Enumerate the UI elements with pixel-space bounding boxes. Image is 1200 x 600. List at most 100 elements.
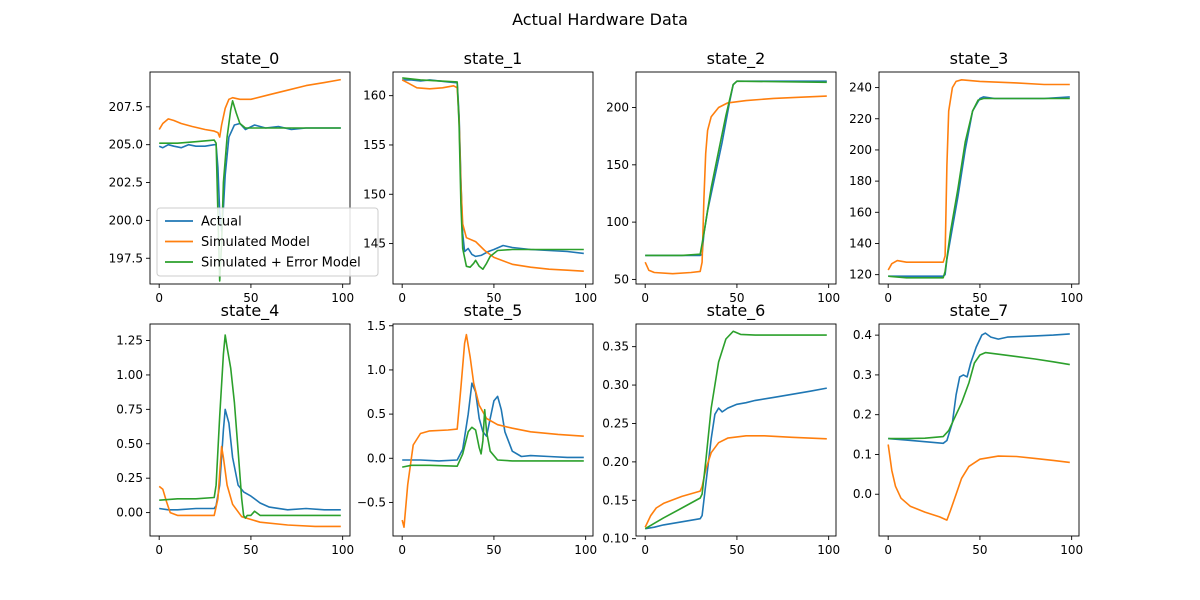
figure-title: Actual Hardware Data — [512, 10, 688, 29]
y-tick-label: 0.3 — [853, 368, 872, 382]
y-tick-label: 0.25 — [602, 416, 629, 430]
y-tick-label: 200.0 — [109, 213, 143, 227]
subplot-state_7: state_7 0 50 100 0.0 0.1 0.2 0.3 0.4 — [853, 301, 1083, 557]
x-tick-label: 100 — [574, 543, 597, 557]
series-line-simulated-model — [158, 445, 341, 528]
subplot-state_1: state_1 0 50 100 145 150 155 160 — [363, 49, 597, 305]
subplot-title: state_2 — [707, 49, 766, 69]
axes-frame — [149, 323, 351, 537]
y-tick-label: 50 — [614, 272, 629, 286]
y-tick-label: 200 — [606, 101, 629, 115]
axes-frame — [635, 71, 837, 285]
series-line-actual — [159, 408, 341, 511]
subplot-title: state_3 — [950, 49, 1009, 69]
y-tick-label: 197.5 — [109, 251, 143, 265]
series-line-actual — [645, 387, 827, 530]
x-tick-label: 0 — [155, 543, 163, 557]
x-tick-label: 100 — [331, 291, 354, 305]
y-tick-label: 150 — [606, 158, 629, 172]
subplot-title: state_6 — [707, 301, 766, 321]
series-line-simulated-error-model — [159, 334, 341, 519]
y-tick-label: 207.5 — [109, 100, 143, 114]
y-tick-label: 100 — [606, 215, 629, 229]
subplot-title: state_5 — [464, 301, 523, 321]
y-tick-label: 220 — [849, 112, 872, 126]
y-tick-label: 0.75 — [116, 402, 143, 416]
x-tick-label: 50 — [972, 291, 987, 305]
x-tick-label: 100 — [574, 291, 597, 305]
y-tick-label: 180 — [849, 174, 872, 188]
subplot-state_3: state_3 0 50 100 120 140 160 180 200 220 240 — [849, 49, 1083, 305]
y-tick-label: 140 — [849, 236, 872, 250]
x-tick-label: 100 — [817, 543, 840, 557]
y-tick-label: 1.25 — [116, 334, 143, 348]
series-line-simulated-model — [644, 435, 827, 528]
subplot-title: state_7 — [950, 301, 1009, 321]
y-tick-label: 150 — [363, 187, 386, 201]
y-tick-label: 0.25 — [116, 471, 143, 485]
legend-box — [156, 207, 379, 277]
legend-label: Actual — [201, 215, 242, 230]
x-tick-label: 50 — [486, 291, 501, 305]
x-tick-label: 0 — [398, 543, 406, 557]
subplot-title: state_1 — [464, 49, 523, 69]
y-tick-label: 0.10 — [602, 532, 629, 546]
subplot-state_2: state_2 0 50 100 50 100 150 200 — [606, 49, 840, 305]
y-tick-label: 0.20 — [602, 455, 629, 469]
x-tick-label: 100 — [817, 291, 840, 305]
series-line-actual — [888, 332, 1070, 445]
series-line-simulated-model — [158, 78, 341, 138]
x-tick-label: 100 — [1060, 543, 1083, 557]
y-tick-label: 202.5 — [109, 176, 143, 190]
y-tick-label: 0.15 — [602, 493, 629, 507]
axes-frame — [392, 71, 594, 285]
series-line-simulated-error-model — [888, 97, 1070, 279]
series-line-actual — [402, 382, 584, 462]
subplot-state_5: state_5 0 50 100 −0.5 0.0 0.5 1.0 1.5 — [357, 301, 597, 557]
legend-label: Simulated + Error Model — [201, 256, 361, 271]
x-tick-label: 0 — [641, 543, 649, 557]
legend-label: Simulated Model — [201, 235, 310, 250]
y-tick-label: 0.00 — [116, 506, 143, 520]
x-tick-label: 50 — [243, 291, 258, 305]
x-tick-label: 100 — [1060, 291, 1083, 305]
axes-frame — [392, 323, 594, 537]
legend: Actual Simulated Model Simulated + Error M… — [156, 207, 379, 277]
x-tick-label: 0 — [884, 543, 892, 557]
subplot-title: state_4 — [221, 301, 280, 321]
y-tick-label: 120 — [849, 268, 872, 282]
subplot-grid: state_0 0 50 100 197.5 200.0 202.5 205.0 207.5 Ac… — [109, 49, 1083, 557]
series-line-simulated-error-model — [888, 351, 1070, 440]
y-tick-label: 0.2 — [853, 408, 872, 422]
x-tick-label: 0 — [155, 291, 163, 305]
y-tick-label: 1.5 — [367, 319, 386, 333]
y-tick-label: 205.0 — [109, 138, 143, 152]
axes-frame — [878, 71, 1080, 285]
y-tick-label: 160 — [849, 205, 872, 219]
subplot-state_6: state_6 0 50 100 0.10 0.15 0.20 0.25 0.30 0.35 — [602, 301, 840, 557]
x-tick-label: 0 — [884, 291, 892, 305]
y-tick-label: 160 — [363, 89, 386, 103]
x-tick-label: 0 — [398, 291, 406, 305]
y-tick-label: 200 — [849, 143, 872, 157]
x-tick-label: 50 — [729, 291, 744, 305]
series-line-simulated-error-model — [402, 77, 584, 270]
series-line-simulated-error-model — [402, 408, 584, 468]
y-tick-label: 1.0 — [367, 363, 386, 377]
subplot-state_0: state_0 0 50 100 197.5 200.0 202.5 205.0 207.5 Ac… — [109, 49, 379, 305]
series-line-simulated-model — [887, 444, 1070, 521]
x-tick-label: 50 — [972, 543, 987, 557]
y-tick-label: 0.35 — [602, 340, 629, 354]
axes-frame — [878, 323, 1080, 537]
x-tick-label: 50 — [486, 543, 501, 557]
y-tick-label: 0.30 — [602, 378, 629, 392]
subplot-title: state_0 — [221, 49, 280, 69]
series-line-simulated-error-model — [644, 330, 827, 530]
x-tick-label: 0 — [641, 291, 649, 305]
series-line-simulated-model — [644, 95, 827, 275]
y-tick-label: 1.00 — [116, 368, 143, 382]
y-tick-label: 0.1 — [853, 447, 872, 461]
y-tick-label: 0.5 — [367, 407, 386, 421]
